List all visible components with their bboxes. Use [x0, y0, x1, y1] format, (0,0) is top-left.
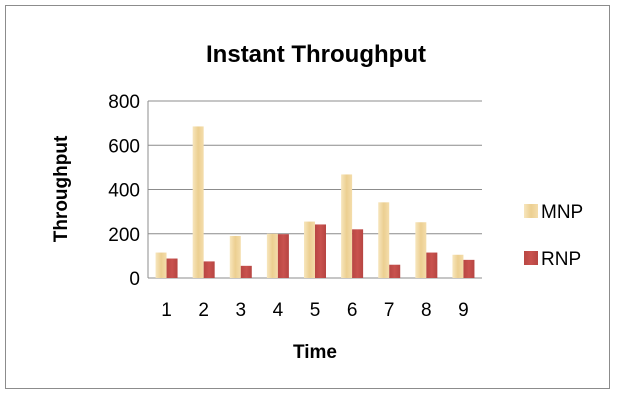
y-tick-label: 600	[108, 136, 140, 157]
chart-title: Instant Throughput	[206, 41, 426, 68]
legend-label-mnp: MNP	[541, 202, 583, 223]
y-tick-label: 400	[108, 181, 140, 202]
legend-label-rnp: RNP	[541, 249, 581, 270]
x-tick-label: 7	[384, 300, 395, 321]
bar-rnp-1	[166, 258, 178, 278]
y-tick-label: 200	[108, 225, 140, 246]
x-tick-label: 1	[161, 300, 172, 321]
bar-mnp-7	[378, 202, 390, 278]
bar-rnp-2	[203, 261, 215, 278]
x-tick-label: 3	[235, 300, 246, 321]
legend: MNP RNP	[524, 202, 583, 270]
chart-frame	[5, 5, 610, 389]
bar-mnp-1	[155, 252, 167, 278]
x-tick-label: 8	[421, 300, 432, 321]
x-tick-label: 4	[273, 300, 284, 321]
x-tick-label: 6	[347, 300, 358, 321]
bar-rnp-5	[315, 224, 326, 278]
bar-rnp-4	[277, 234, 289, 278]
y-tick-label: 800	[108, 92, 140, 113]
y-tick-labels: 0 200 400 600 800	[108, 92, 140, 290]
bar-rnp-7	[389, 264, 401, 278]
bar-rnp-6	[352, 229, 364, 278]
bar-mnp-4	[266, 233, 278, 278]
bars	[155, 126, 475, 278]
bar-rnp-3	[240, 265, 252, 278]
bar-rnp-8	[426, 252, 438, 278]
bar-mnp-2	[192, 126, 204, 278]
bar-mnp-3	[229, 235, 241, 278]
x-axis-label: Time	[293, 342, 337, 363]
x-tick-label: 5	[310, 300, 321, 321]
y-tick-label: 0	[129, 269, 140, 290]
bar-mnp-6	[341, 174, 353, 278]
x-tick-labels: 1 2 3 4 5 6 7 8 9	[161, 300, 468, 321]
bar-mnp-9	[452, 254, 464, 278]
bar-mnp-5	[304, 221, 315, 278]
bar-mnp-8	[415, 222, 427, 278]
y-axis-label: Throughput	[51, 135, 72, 242]
bar-rnp-9	[463, 259, 475, 278]
legend-swatch-rnp	[524, 251, 538, 265]
legend-swatch-mnp	[524, 204, 538, 218]
x-tick-label: 2	[198, 300, 209, 321]
x-tick-label: 9	[458, 300, 469, 321]
